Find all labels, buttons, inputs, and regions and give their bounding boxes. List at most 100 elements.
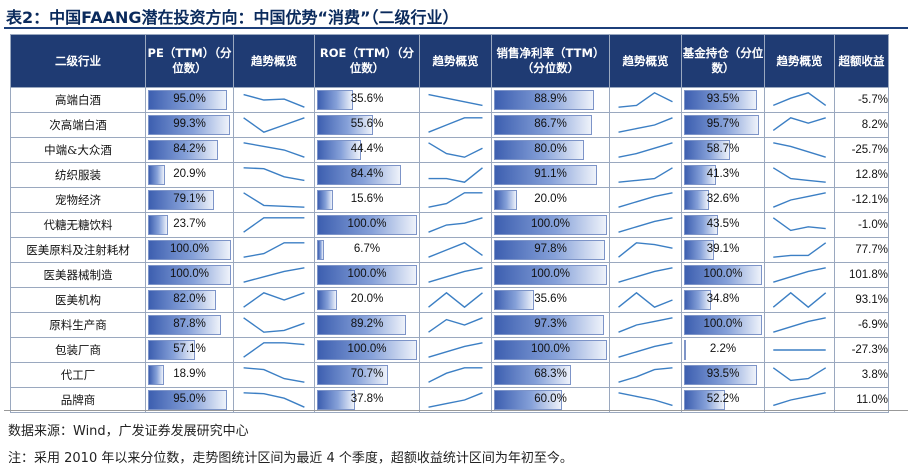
pe-trend [233, 237, 315, 263]
roe-cell-value: 37.8% [350, 393, 384, 405]
pe-trend [233, 162, 315, 188]
table-row: 医美器械制造 100.0% 100.0% 100.0% 100.0% 101.8% [10, 262, 889, 288]
pe-trend-sparkline [234, 363, 314, 387]
fund-trend [764, 162, 835, 188]
roe-trend [419, 287, 492, 313]
fund-cell-value: 41.3% [706, 168, 740, 180]
margin-trend [609, 362, 682, 388]
pe-cell: 95.0% [145, 87, 234, 113]
excess-return: -12.1% [834, 187, 889, 213]
roe-cell-value: 100.0% [347, 343, 387, 355]
roe-cell-bar [317, 90, 353, 110]
table-row: 医美原料及注射耗材 100.0% 6.7% 97.8% 39.1% 77.7% [10, 237, 889, 263]
pe-cell-value: 20.9% [173, 168, 206, 180]
pe-cell-value: 87.8% [173, 318, 206, 330]
table-row: 代糖无糖饮料 23.7% 100.0% 100.0% 43.5% -1.0% [10, 212, 889, 238]
margin-trend [609, 337, 682, 363]
fund-trend-sparkline [765, 88, 834, 112]
fund-trend [764, 112, 835, 138]
roe-trend-line [429, 393, 483, 407]
margin-cell-bar [494, 240, 605, 260]
fund-cell: 52.2% [681, 387, 765, 413]
fund-cell-bar [684, 140, 730, 160]
table-row: 高端白酒 95.0% 35.6% 88.9% 93.5% -5.7% [10, 87, 889, 113]
pe-cell-value: 23.7% [173, 218, 206, 230]
margin-cell: 97.3% [491, 312, 610, 338]
excess-return: 12.8% [834, 162, 889, 188]
fund-trend-line [773, 368, 825, 381]
margin-trend [609, 162, 682, 188]
fund-trend [764, 337, 835, 363]
margin-trend-sparkline [610, 313, 681, 337]
pe-cell-bar [148, 315, 221, 335]
margin-cell-bar [494, 140, 585, 160]
pe-trend-sparkline [234, 88, 314, 112]
roe-cell: 55.6% [314, 112, 420, 138]
industry-name: 中端&大众酒 [10, 137, 146, 163]
pe-cell: 20.9% [145, 162, 234, 188]
roe-trend-line [429, 143, 483, 157]
pe-trend-line [244, 343, 305, 357]
fund-cell: 93.5% [681, 87, 765, 113]
roe-trend [419, 112, 492, 138]
roe-cell: 100.0% [314, 337, 420, 363]
pe-cell: 23.7% [145, 212, 234, 238]
fund-trend [764, 137, 835, 163]
roe-cell-bar [317, 315, 407, 335]
industry-name: 高端白酒 [10, 87, 146, 113]
fund-trend-sparkline [765, 113, 834, 137]
table-row: 代工厂 18.9% 70.7% 68.3% 93.5% 3.8% [10, 362, 889, 388]
margin-trend-line [619, 268, 673, 282]
fund-trend-line [773, 268, 825, 282]
roe-cell-value: 89.2% [350, 318, 384, 330]
footer-divider [4, 410, 908, 411]
header-trend-fund: 趋势概览 [764, 34, 835, 88]
pe-cell-value: 100.0% [169, 243, 209, 255]
excess-return: 77.7% [834, 237, 889, 263]
margin-trend-line [619, 393, 673, 406]
pe-cell-value: 95.0% [173, 393, 206, 405]
pe-cell: 100.0% [145, 262, 234, 288]
fund-cell-bar [684, 215, 718, 235]
fund-cell-bar [684, 365, 757, 385]
table-row: 中端&大众酒 84.2% 44.4% 80.0% 58.7% -25.7% [10, 137, 889, 163]
industry-table: 二级行业 PE（TTM）（分位数） 趋势概览 ROE（TTM）（分位数） 趋势概… [10, 34, 889, 413]
margin-cell-value: 20.0% [534, 193, 567, 205]
margin-trend-sparkline [610, 388, 681, 412]
industry-name: 宠物经济 [10, 187, 146, 213]
roe-trend-sparkline [420, 113, 491, 137]
roe-cell-bar [317, 290, 337, 310]
pe-trend-sparkline [234, 313, 314, 337]
fund-cell-bar [684, 115, 759, 135]
header-row: 二级行业 PE（TTM）（分位数） 趋势概览 ROE（TTM）（分位数） 趋势概… [10, 34, 889, 88]
roe-trend [419, 312, 492, 338]
roe-cell: 37.8% [314, 387, 420, 413]
pe-trend-line [244, 318, 305, 332]
pe-cell-bar [148, 340, 196, 360]
header-pe: PE（TTM）（分位数） [145, 34, 234, 88]
pe-trend [233, 112, 315, 138]
fund-cell: 34.8% [681, 287, 765, 313]
roe-trend-line [429, 318, 483, 332]
pe-trend-sparkline [234, 238, 314, 262]
title-divider [4, 27, 908, 29]
roe-trend [419, 137, 492, 163]
margin-cell-bar [494, 265, 607, 285]
margin-cell: 88.9% [491, 87, 610, 113]
pe-trend-line [244, 243, 305, 257]
pe-cell: 18.9% [145, 362, 234, 388]
roe-trend-sparkline [420, 263, 491, 287]
margin-trend-line [619, 318, 673, 332]
margin-cell-value: 35.6% [534, 293, 567, 305]
roe-cell: 84.4% [314, 162, 420, 188]
roe-trend-line [429, 193, 483, 207]
excess-return: -1.0% [834, 212, 889, 238]
fund-cell: 2.2% [681, 337, 765, 363]
roe-trend-sparkline [420, 388, 491, 412]
margin-cell-value: 97.3% [534, 318, 567, 330]
table-row: 次高端白酒 99.3% 55.6% 86.7% 95.7% 8.2% [10, 112, 889, 138]
fund-cell: 58.7% [681, 137, 765, 163]
fund-cell-value: 43.5% [706, 218, 740, 230]
pe-trend-sparkline [234, 388, 314, 412]
roe-trend-sparkline [420, 88, 491, 112]
